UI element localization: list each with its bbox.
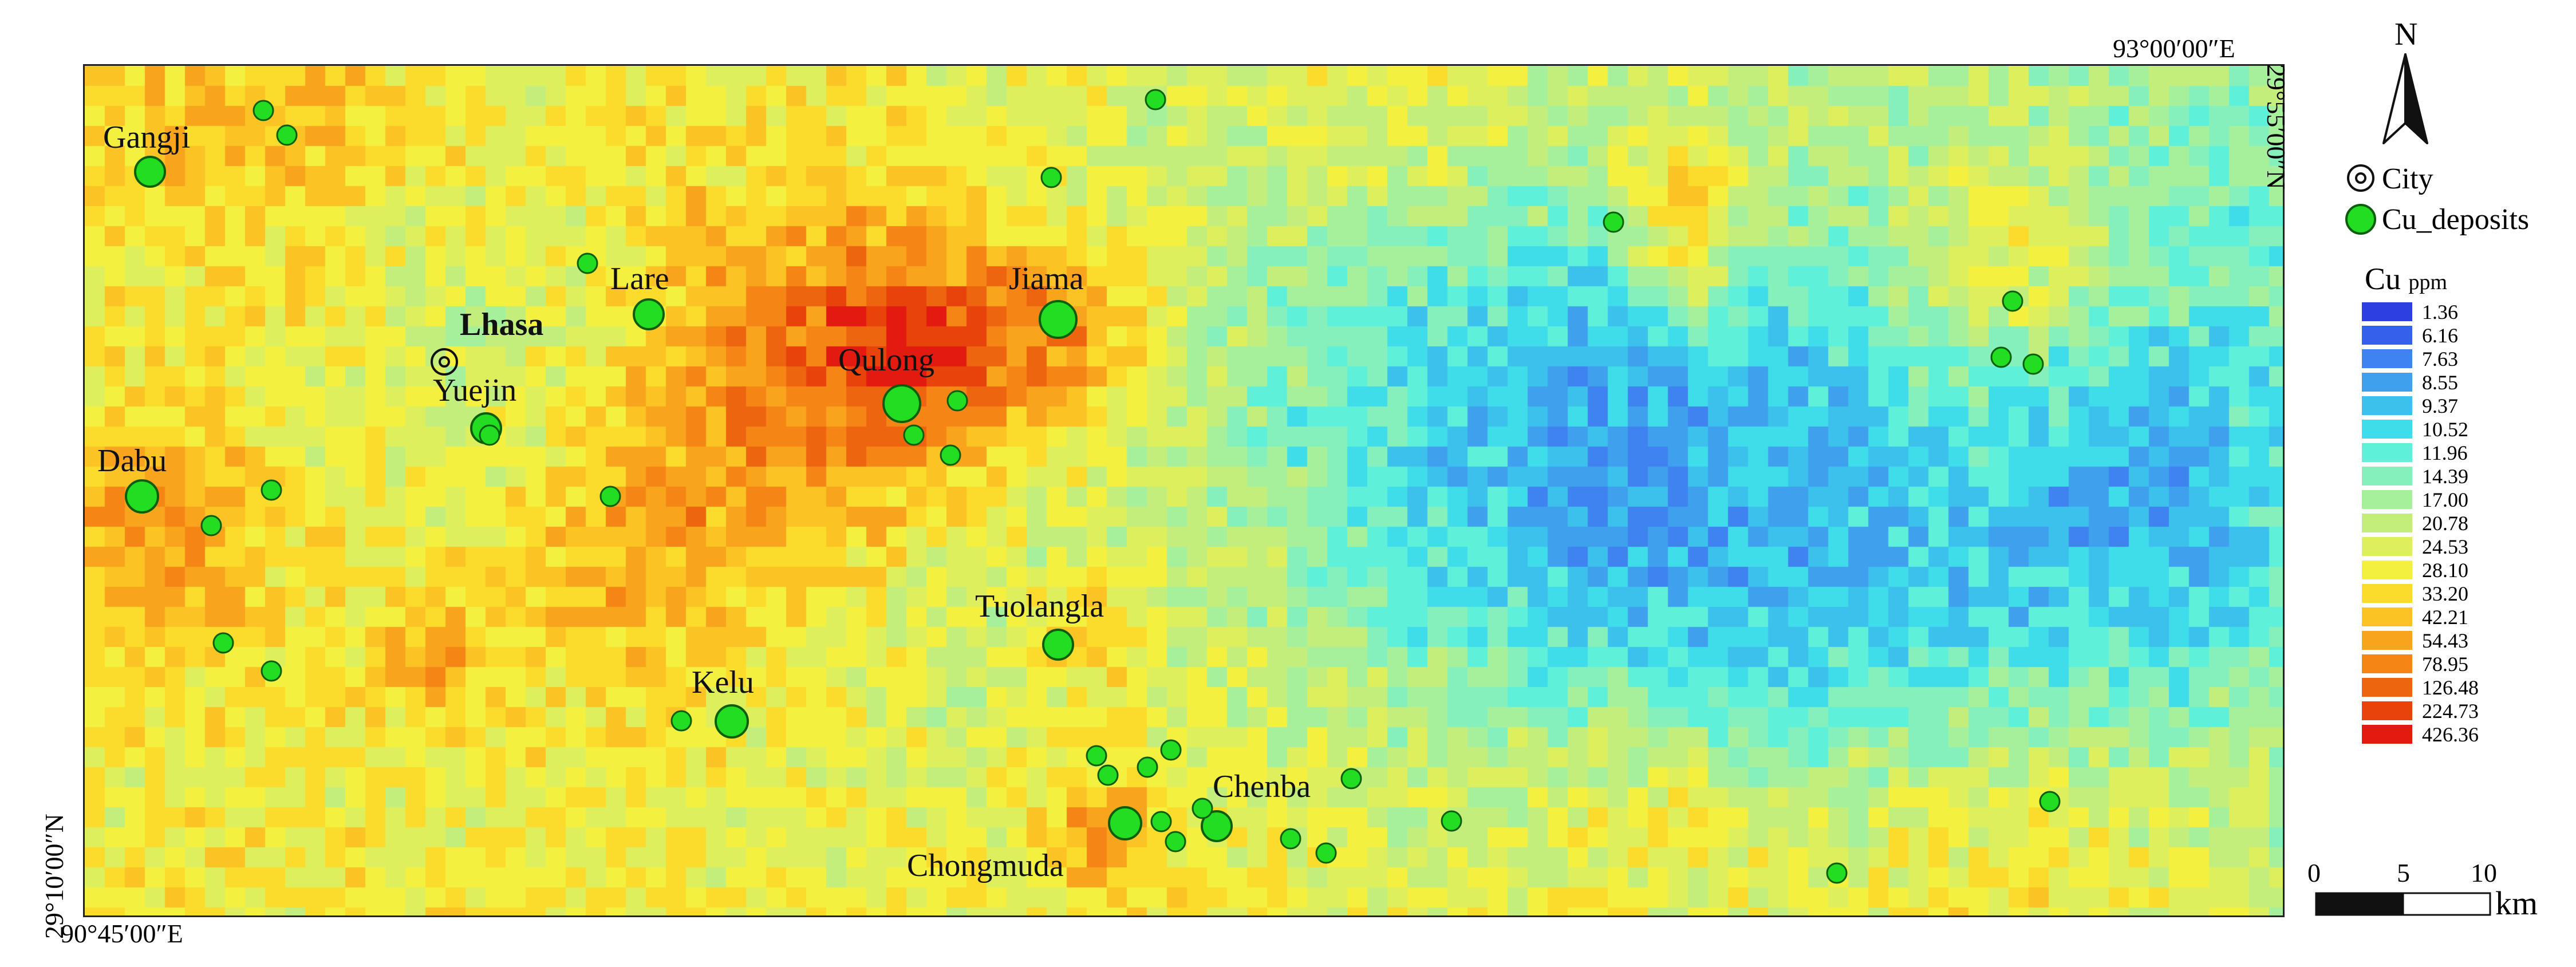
legend-class-label: 10.52 xyxy=(2422,418,2468,441)
legend-swatch xyxy=(2362,561,2412,579)
legend-class-label: 224.73 xyxy=(2422,700,2479,723)
legend-class-label: 426.36 xyxy=(2422,723,2479,746)
legend-class-label: 24.53 xyxy=(2422,535,2468,558)
legend-title-text: Cu xyxy=(2365,262,2401,296)
scale-bar xyxy=(2315,892,2491,916)
lon-label-bottom-left: 90°45′00″E xyxy=(61,919,183,948)
legend-swatch xyxy=(2362,607,2412,626)
legend-title: Cu ppm xyxy=(2365,261,2447,297)
legend-swatch xyxy=(2362,349,2412,368)
legend-swatch xyxy=(2362,396,2412,415)
legend-swatch xyxy=(2362,467,2412,486)
legend-swatch xyxy=(2362,631,2412,650)
scale-unit: km xyxy=(2495,885,2538,922)
cu-concentration-raster xyxy=(85,66,2283,915)
legend-class-label: 20.78 xyxy=(2422,512,2468,535)
scale-tick-10: 10 xyxy=(2471,858,2497,887)
north-label: N xyxy=(2394,17,2418,52)
legend-class-label: 11.96 xyxy=(2422,441,2468,464)
legend-class-label: 78.95 xyxy=(2422,653,2468,676)
legend-deposit-icon xyxy=(2345,204,2376,235)
legend-swatch xyxy=(2362,420,2412,439)
legend-swatch xyxy=(2362,373,2412,392)
legend-class-label: 126.48 xyxy=(2422,676,2479,699)
legend-class-label: 17.00 xyxy=(2422,488,2468,511)
lat-label-top-right: 29°55′00″N xyxy=(2262,64,2291,190)
legend-class-label: 9.37 xyxy=(2422,394,2458,417)
north-arrow-icon xyxy=(2382,53,2428,144)
legend-swatch xyxy=(2362,537,2412,556)
legend-swatch xyxy=(2362,584,2412,603)
legend-class-label: 54.43 xyxy=(2422,629,2468,652)
legend-swatch xyxy=(2362,302,2412,321)
legend-class-label: 42.21 xyxy=(2422,606,2468,629)
scale-tick-5: 5 xyxy=(2397,858,2410,887)
legend-swatch xyxy=(2362,443,2412,462)
legend-class-label: 7.63 xyxy=(2422,348,2458,370)
lon-label-top-right: 93°00′00″E xyxy=(2113,34,2235,63)
scale-tick-0: 0 xyxy=(2307,858,2321,887)
legend-deposit-label: Cu_deposits xyxy=(2382,203,2530,236)
legend-class-label: 8.55 xyxy=(2422,371,2458,394)
legend-swatch xyxy=(2362,701,2412,720)
lat-label-bottom-left: 29°10′00″N xyxy=(40,814,69,939)
geochemical-map-frame xyxy=(83,64,2285,917)
legend-swatch xyxy=(2362,490,2412,509)
legend-swatch xyxy=(2362,725,2412,744)
legend-class-label: 14.39 xyxy=(2422,465,2468,488)
legend-swatch xyxy=(2362,326,2412,345)
legend-class-label: 6.16 xyxy=(2422,324,2458,347)
legend-swatch xyxy=(2362,678,2412,697)
legend-unit: ppm xyxy=(2408,270,2448,294)
legend-swatch xyxy=(2362,514,2412,532)
legend-city-icon xyxy=(2347,164,2374,192)
legend-city-label: City xyxy=(2382,163,2433,195)
legend-class-label: 28.10 xyxy=(2422,559,2468,582)
legend-class-label: 33.20 xyxy=(2422,582,2468,605)
legend-class-label: 1.36 xyxy=(2422,301,2458,323)
legend-swatch xyxy=(2362,654,2412,673)
